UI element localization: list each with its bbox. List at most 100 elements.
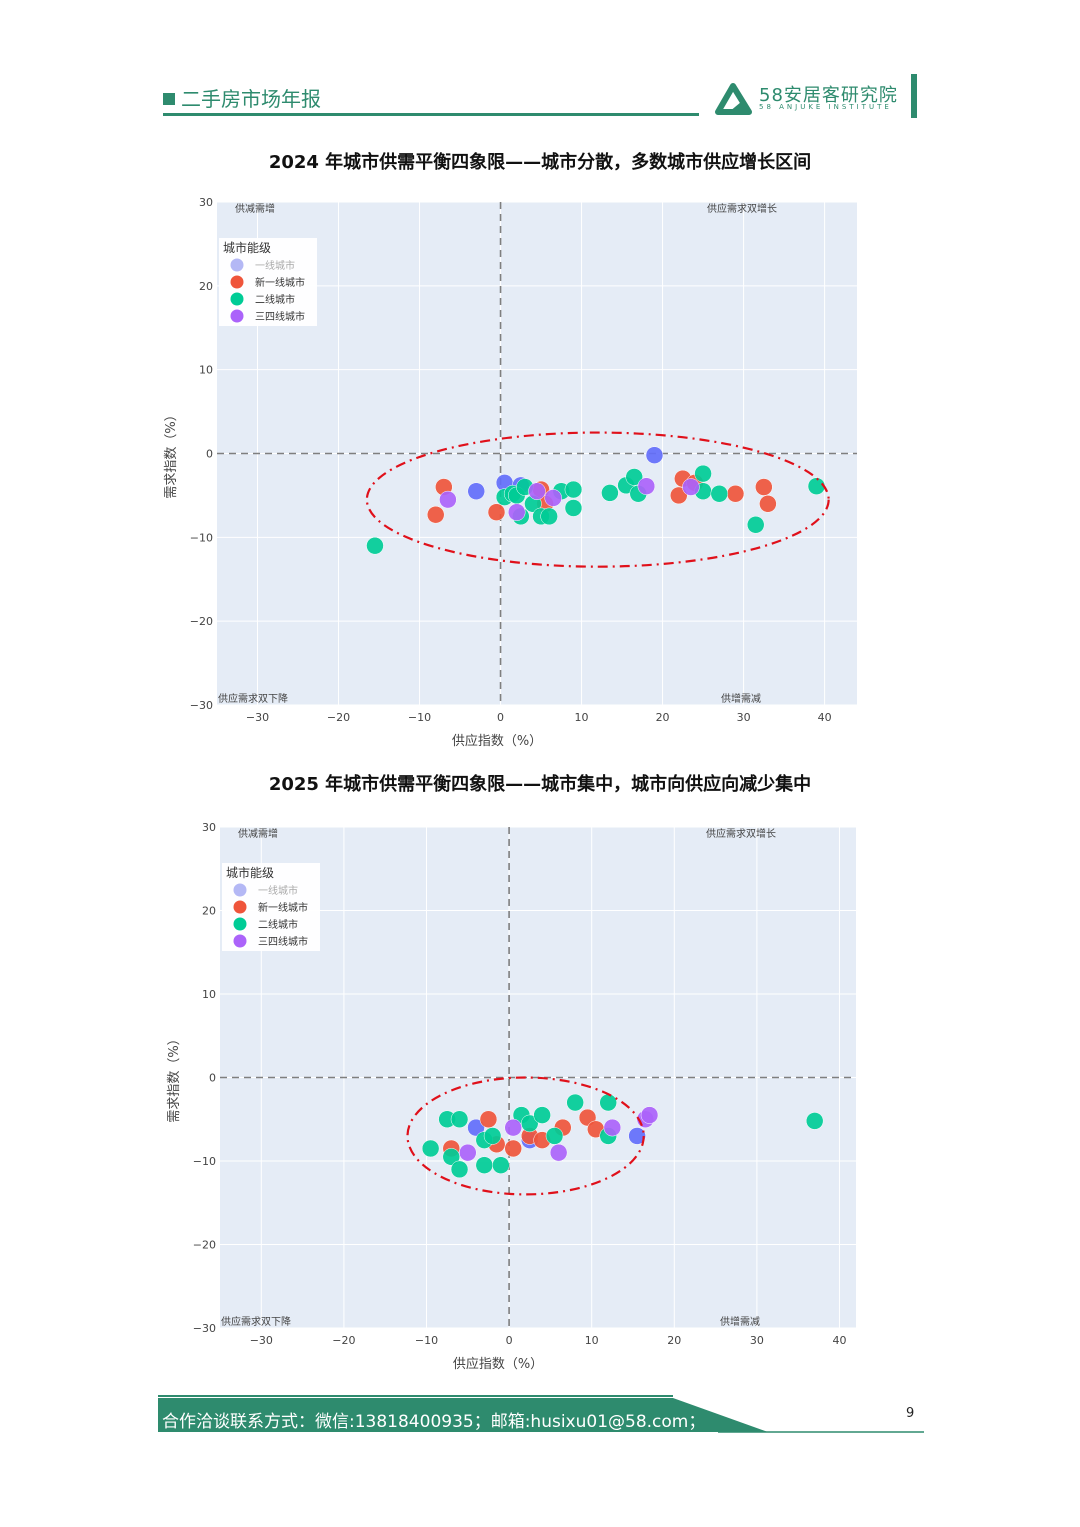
y-tick-label: 10	[202, 988, 216, 1001]
data-point	[640, 1106, 659, 1124]
data-point	[426, 505, 445, 524]
data-point	[603, 1118, 622, 1137]
footer-banner: 合作洽谈联系方式：微信:13818400935；邮箱:husixu01@58.c…	[158, 1395, 924, 1435]
data-point	[549, 1143, 568, 1162]
data-point	[645, 446, 664, 464]
data-point	[533, 1106, 551, 1124]
y-tick-label: −30	[190, 699, 213, 712]
y-tick-label: 20	[202, 905, 216, 918]
data-point	[540, 507, 558, 526]
brand-logo: 58安居客研究院 58 ANJUKE INSTITUTE	[715, 78, 915, 118]
x-tick-label: 0	[497, 711, 504, 724]
x-tick-label: −10	[408, 711, 431, 724]
quadrant-label-bottom-right: 供增需减	[720, 1315, 760, 1328]
data-point	[487, 503, 506, 521]
y-tick-label: −10	[190, 531, 213, 544]
data-point	[807, 477, 826, 495]
data-point	[366, 536, 384, 555]
legend-marker	[230, 292, 244, 306]
legend-title: 城市能级	[223, 240, 271, 255]
y-tick-label: −10	[193, 1155, 216, 1168]
data-point	[421, 1139, 440, 1158]
data-point	[442, 1148, 461, 1166]
data-point	[544, 489, 562, 507]
data-point	[755, 478, 773, 496]
x-tick-label: 30	[737, 711, 751, 724]
data-point	[759, 495, 777, 513]
x-tick-label: −10	[415, 1334, 438, 1347]
data-point	[566, 1093, 584, 1112]
quadrant-label-top-right: 供应需求双增长	[707, 202, 777, 215]
x-tick-label: 30	[750, 1334, 764, 1347]
x-axis-label: 供应指数（%）	[452, 733, 542, 749]
legend-entry: 一线城市	[258, 884, 298, 897]
data-point	[694, 464, 712, 483]
y-tick-label: 30	[202, 821, 216, 834]
chart-title-2025: 2025 年城市供需平衡四象限——城市集中，城市向供应向减少集中	[268, 774, 812, 795]
data-point	[459, 1143, 477, 1162]
legend-entry: 新一线城市	[258, 901, 308, 914]
data-point	[637, 477, 656, 495]
x-tick-label: −30	[250, 1334, 273, 1347]
legend-entry: 二线城市	[255, 293, 295, 306]
x-tick-label: 10	[575, 711, 589, 724]
quadrant-label-bottom-right: 供增需减	[721, 692, 761, 705]
legend-marker	[230, 309, 244, 323]
legend-title: 城市能级	[226, 865, 274, 880]
highlight-ellipse	[365, 431, 830, 568]
data-point	[805, 1112, 824, 1130]
x-tick-label: −20	[332, 1334, 355, 1347]
quadrant-label-bottom-left: 供应需求双下降	[218, 692, 288, 705]
data-point	[628, 1127, 646, 1145]
y-axis-label: 需求指数（%）	[167, 1032, 182, 1122]
y-tick-label: 20	[199, 280, 213, 293]
quadrant-label-top-left: 供减需增	[238, 827, 278, 840]
data-point	[726, 484, 745, 503]
legend-marker	[230, 275, 244, 289]
x-tick-label: 0	[506, 1334, 513, 1347]
data-point	[520, 1114, 539, 1133]
x-tick-label: 20	[667, 1334, 681, 1347]
quadrant-label-top-left: 供减需增	[235, 202, 275, 215]
data-point	[545, 1127, 564, 1145]
data-point	[479, 1110, 498, 1128]
report-title-text: 二手房市场年报	[181, 87, 321, 111]
y-tick-label: −20	[193, 1239, 216, 1252]
data-point	[492, 1156, 510, 1174]
header-underline	[163, 113, 699, 116]
legend-marker	[233, 934, 247, 948]
data-point	[467, 482, 485, 500]
data-point	[746, 516, 765, 534]
quadrant-label-top-right: 供应需求双增长	[706, 827, 776, 840]
x-tick-label: 20	[656, 711, 670, 724]
x-tick-label: 10	[585, 1334, 599, 1347]
legend-marker	[230, 258, 244, 272]
data-point	[507, 503, 526, 521]
chart-title-2024: 2024 年城市供需平衡四象限——城市分散，多数城市供应增长区间	[268, 152, 812, 173]
data-point	[504, 1139, 522, 1158]
data-point	[439, 490, 457, 509]
data-point	[564, 480, 583, 499]
legend-entry: 三四线城市	[258, 935, 308, 948]
x-tick-label: −20	[327, 711, 350, 724]
legend-marker	[233, 917, 247, 931]
x-tick-label: 40	[818, 711, 832, 724]
footer-contact: 合作洽谈联系方式：微信:13818400935；邮箱:husixu01@58.c…	[162, 1412, 706, 1432]
legend-entry: 一线城市	[255, 259, 295, 272]
x-axis-label: 供应指数（%）	[453, 1356, 543, 1372]
y-tick-label: 10	[199, 364, 213, 377]
header-accent-bar	[911, 74, 917, 118]
data-point	[450, 1110, 469, 1128]
logo-mountain-icon	[715, 83, 752, 115]
legend-entry: 二线城市	[258, 918, 298, 931]
legend-marker	[233, 883, 247, 897]
data-point	[528, 482, 546, 500]
data-point	[483, 1127, 502, 1145]
y-tick-label: 30	[199, 196, 213, 209]
logo-subtitle: 58 ANJUKE INSTITUTE	[759, 103, 892, 111]
y-tick-label: −20	[190, 615, 213, 628]
x-tick-label: 40	[832, 1334, 846, 1347]
legend-entry: 新一线城市	[255, 276, 305, 289]
